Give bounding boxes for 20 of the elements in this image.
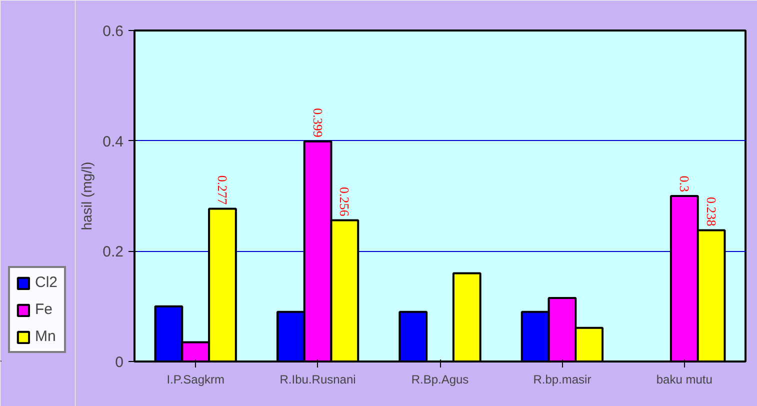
data-label: 0.399	[310, 108, 326, 138]
legend-label: Fe	[35, 301, 54, 318]
y-axis-title: hasil (mg/l)	[78, 162, 95, 230]
y-tick-label: 0.4	[102, 133, 124, 150]
bar	[452, 272, 482, 362]
data-label: 0.277	[214, 175, 230, 206]
y-tick-label: 0.6	[102, 23, 124, 40]
y-tick-label: 0.2	[102, 244, 124, 261]
y-tick-label: 0	[115, 354, 124, 371]
x-tick-label: R.bp.masir	[533, 372, 592, 386]
x-tick-label: baku mutu	[656, 372, 712, 386]
x-tick-label: R.Bp.Agus	[411, 372, 469, 386]
bar	[398, 310, 428, 362]
legend-label: Cl2	[35, 274, 58, 291]
legend-label: Mn	[35, 328, 56, 345]
data-label: 0.256	[337, 187, 352, 217]
x-tick-label: I.P.Sagkrm	[166, 372, 225, 386]
data-label: 0.238	[704, 196, 719, 226]
data-label: 0.3	[676, 176, 692, 192]
x-tick-label: R.Ibu.Rusnani	[280, 372, 356, 386]
